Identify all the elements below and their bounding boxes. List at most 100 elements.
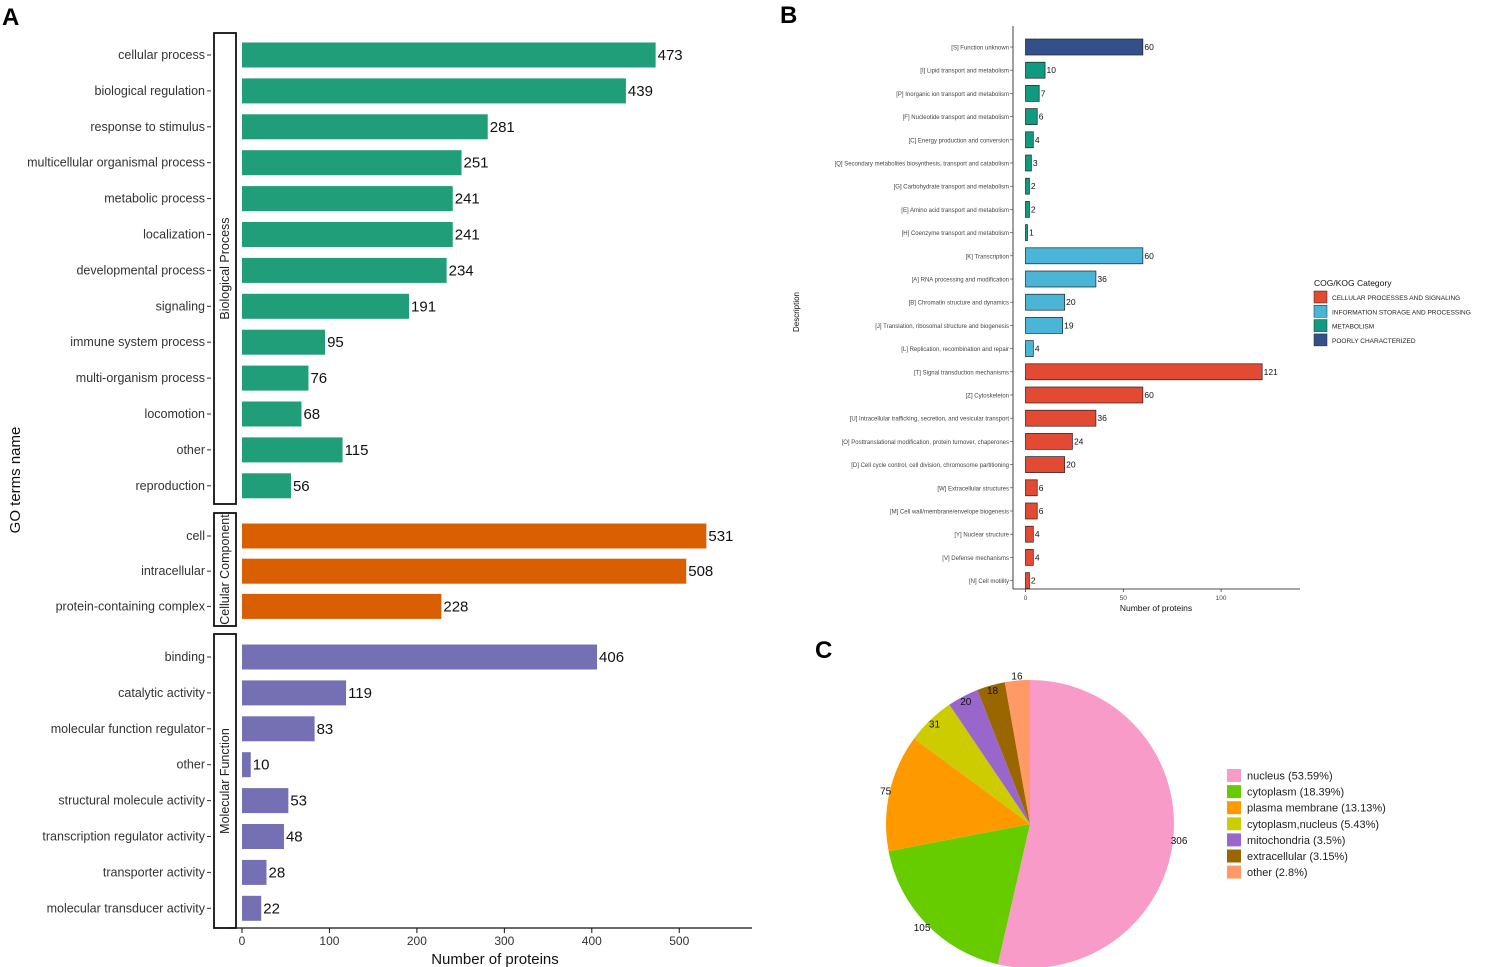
y-axis-title: GO terms name [7,427,24,534]
cog-bar-value: 7 [1041,88,1046,98]
cog-category-label: [O] Posttranslational modification, prot… [842,440,1009,446]
cog-category-label: [D] Cell cycle control, cell division, c… [851,463,1009,469]
go-bar-value: 115 [345,442,369,459]
go-bar-value: 22 [263,900,280,917]
cog-category-label: [E] Amino acid transport and metabolism [901,208,1009,214]
go-bar-value: 119 [348,685,372,702]
cog-category-label: [V] Defense mechanisms [942,556,1009,562]
cog-category-label: [P] Inorganic ion transport and metaboli… [896,92,1009,98]
pie-slice-value: 306 [1171,836,1188,847]
pie-slice [997,680,1174,967]
cog-category-label: [Q] Secondary metabolites biosynthesis, … [835,162,1009,168]
go-bar-value: 251 [463,155,488,172]
y-axis-title: Description [792,292,801,332]
pie-slice [949,689,1030,824]
go-term-label: localization [143,228,205,242]
cog-bar-value: 60 [1144,390,1154,400]
go-bar-value: 508 [688,563,713,580]
legend-label: other (2.8%) [1247,867,1308,879]
cog-bar [1025,502,1038,520]
facet-strip [213,512,237,627]
pie-slice [977,682,1030,824]
go-bar [242,365,309,391]
cog-bar [1025,409,1097,427]
go-bar-value: 406 [599,649,624,666]
cog-category-label: [W] Extracellular structures [937,486,1009,492]
cog-bar [1025,270,1097,288]
cog-bar [1025,386,1144,404]
pie-slice [885,738,1030,852]
cog-bar-value: 2 [1031,181,1036,191]
x-tick-label: 50 [1120,595,1128,602]
cog-bar-value: 60 [1144,251,1154,261]
go-bar [242,150,462,176]
go-term-label: response to stimulus [90,120,205,134]
legend-swatch [1227,769,1241,782]
cog-category-label: [I] Lipid transport and metabolism [920,69,1009,75]
go-term-label: molecular transducer activity [47,901,206,915]
legend-title: COG/KOG Category [1314,278,1392,288]
cog-bar [1025,549,1034,566]
go-bar-value: 228 [443,598,468,615]
legend-label: METABOLISM [1332,324,1374,331]
go-term-label: signaling [156,299,205,313]
cog-bar [1025,479,1038,497]
cog-bar-value: 121 [1264,367,1278,377]
go-bar [242,523,707,549]
cog-bar-value: 4 [1035,135,1040,145]
cog-bar-value: 36 [1097,274,1107,284]
x-tick-label: 300 [494,934,514,948]
cog-category-label: [U] Intracellular trafficking, secretion… [850,417,1010,423]
go-term-label: other [177,758,206,772]
legend-label: nucleus (53.59%) [1247,771,1333,783]
cog-category-label: [M] Cell wall/membrane/envelope biogenes… [890,510,1009,516]
go-bar [242,257,447,283]
go-bar [242,401,302,427]
go-bar-value: 473 [658,47,683,64]
legend-label: INFORMATION STORAGE AND PROCESSING [1332,309,1471,316]
cog-category-label: [B] Chromatin structure and dynamics [909,301,1009,307]
go-bar [242,473,291,499]
cog-category-label: [N] Cell motility [969,579,1009,585]
go-term-label: cell [186,529,205,543]
legend-label: cytoplasm (18.39%) [1247,787,1344,799]
cog-category-label: [H] Coenzyme transport and metabolism [902,231,1009,237]
legend-swatch [1227,785,1241,799]
cog-category-label: [F] Nucleotide transport and metabolism [903,115,1009,121]
go-term-label: transcription regulator activity [42,830,205,844]
cog-bar-value: 6 [1039,112,1044,122]
cog-bar [1025,572,1030,589]
go-bar [242,680,347,706]
cog-bar [1025,293,1065,311]
cog-bar [1025,85,1040,102]
x-tick-label: 100 [1216,595,1227,602]
legend-label: POORLY CHARACTERIZED [1332,338,1416,345]
go-term-label: cellular process [118,48,205,62]
go-bar [242,186,453,212]
cog-bar [1025,456,1065,473]
subcellular-pie-chart: 306 105 75 31 20 18 16 nucleus (53.59%) cytoplas… [880,672,1386,967]
cog-bar [1025,340,1034,357]
x-tick-label: 200 [407,934,427,948]
cog-bar-value: 60 [1144,42,1154,52]
go-term-label: catalytic activity [118,686,206,700]
legend-label: mitochondria (3.5%) [1247,835,1345,847]
facet-strip-label: Cellular Component [218,514,232,625]
x-axis-title: Number of proteins [431,951,559,967]
go-term-label: molecular function regulator [51,722,205,736]
facet-strip [213,32,237,505]
go-bar [242,824,284,849]
panel-b-label: B [780,2,797,29]
go-term-label: protein-containing complex [56,599,206,613]
go-bar-value: 234 [449,262,474,279]
cog-bar [1025,525,1034,543]
go-bar [242,78,626,104]
pie-slice [888,824,1030,965]
cog-bar-value: 4 [1035,344,1040,354]
legend-swatch [1313,290,1328,304]
cog-bar-value: 10 [1047,65,1057,75]
go-bar-value: 48 [286,829,303,846]
cog-bar [1025,247,1144,265]
cog-bar-value: 6 [1039,483,1044,493]
